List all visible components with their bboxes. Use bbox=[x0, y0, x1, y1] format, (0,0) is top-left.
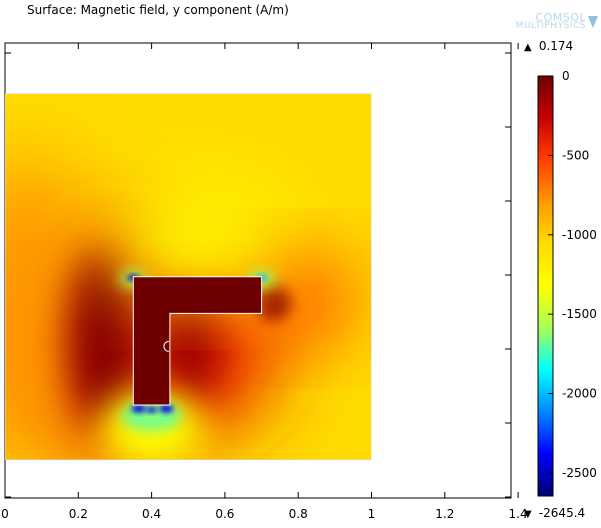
colorbar-tick-label: -1000 bbox=[562, 228, 597, 242]
magnet-shape bbox=[132, 276, 263, 406]
axes: 0 0.2 0.4 0.6 0.8 1 1.2 1.4 bbox=[1, 42, 528, 521]
x-tick-label: 0.8 bbox=[289, 507, 308, 521]
logo-line-2: MULTIPHYSICS bbox=[515, 21, 586, 31]
colorbar: 0 -500 -1000 -1500 -2000 -2500 bbox=[537, 69, 597, 497]
logo-line-1: COMSOL bbox=[535, 11, 586, 24]
colorbar-tick-label: 0 bbox=[562, 69, 570, 83]
magnet-notch bbox=[163, 340, 169, 352]
x-tick-label: 0.2 bbox=[69, 507, 88, 521]
colorbar-tick-label: -2000 bbox=[562, 387, 597, 401]
field-hot-tip bbox=[254, 284, 291, 321]
field-corner-spike bbox=[145, 406, 158, 413]
field-hot-left bbox=[68, 249, 139, 430]
x-tick-label: 0.4 bbox=[142, 507, 161, 521]
x-tick-label: 1 bbox=[368, 507, 376, 521]
colorbar-tick-label: -500 bbox=[562, 148, 589, 162]
field-corner-spike bbox=[159, 404, 174, 413]
colorbar-min-readout: ▼ -2645.4 bbox=[524, 506, 585, 520]
field-cool-top bbox=[105, 185, 286, 296]
colorbar-max-readout: ▲ 0.174 bbox=[524, 39, 573, 53]
comsol-logo: COMSOL MULTIPHYSICS bbox=[502, 11, 598, 33]
min-triangle-icon: ▼ bbox=[524, 509, 532, 520]
field-warm-edge bbox=[5, 153, 84, 460]
x-tick-label: 0 bbox=[1, 507, 9, 521]
plot-title: Surface: Magnetic field, y component (A/… bbox=[27, 3, 289, 17]
colorbar-min-label: -2645.4 bbox=[538, 506, 586, 520]
field-corner-spike bbox=[131, 404, 146, 413]
max-triangle-icon: ▲ bbox=[524, 42, 532, 53]
colorbar-tick-label: -1500 bbox=[562, 307, 597, 321]
field-hot-inner bbox=[158, 295, 219, 406]
colorbar-gradient bbox=[537, 75, 554, 497]
logo-mark-icon bbox=[588, 16, 598, 28]
x-tick-label: 0.6 bbox=[215, 507, 234, 521]
colorbar-max-label: 0.174 bbox=[538, 39, 574, 53]
x-tick-label: 1.2 bbox=[435, 507, 454, 521]
colorbar-tick-label: -2500 bbox=[562, 466, 597, 480]
x-tick-label: 1.4 bbox=[509, 507, 528, 521]
magnet-region bbox=[132, 276, 263, 406]
